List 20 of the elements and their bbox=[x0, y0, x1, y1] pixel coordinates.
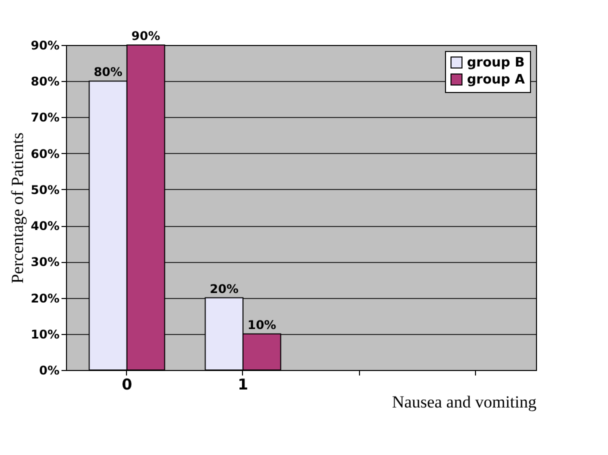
y-tick-label: 40% bbox=[30, 219, 60, 234]
y-tick-label: 0% bbox=[39, 364, 60, 378]
data-label: 20% bbox=[210, 282, 238, 296]
y-tick-label: 20% bbox=[30, 291, 60, 306]
legend-label: group B bbox=[467, 56, 525, 70]
x-tick-label: 0 bbox=[122, 376, 132, 394]
y-tick-label: 90% bbox=[30, 38, 60, 52]
y-tick-label: 70% bbox=[30, 110, 60, 125]
y-tick-label: 10% bbox=[30, 327, 60, 342]
x-tick-label: 1 bbox=[238, 376, 248, 394]
legend-label: group A bbox=[467, 72, 525, 88]
y-axis-title: Percentage of Patients bbox=[8, 132, 27, 284]
data-label: 10% bbox=[247, 318, 276, 332]
y-tick-label: 50% bbox=[30, 182, 60, 197]
y-tick-label: 60% bbox=[30, 146, 60, 161]
y-tick-label: 30% bbox=[30, 255, 60, 270]
data-label: 90% bbox=[131, 29, 160, 43]
y-tick-label: 80% bbox=[30, 74, 60, 89]
data-label: 80% bbox=[94, 65, 122, 80]
x-axis-title: Nausea and vomiting bbox=[392, 392, 537, 412]
